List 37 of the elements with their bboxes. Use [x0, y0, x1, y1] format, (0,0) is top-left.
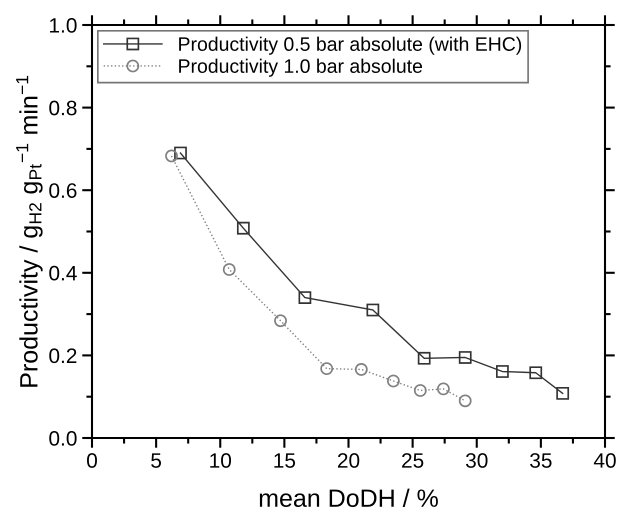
point [320, 362, 334, 376]
point [354, 363, 368, 376]
point [386, 374, 400, 388]
point [458, 351, 472, 364]
legend-label: Productivity 0.5 bar absolute (with EHC) [179, 36, 522, 55]
point [174, 146, 187, 160]
point [298, 291, 312, 304]
y-tick-label: 0.6 [49, 183, 77, 198]
y-tick-label: 0.4 [49, 266, 77, 281]
x-tick-label: 10 [210, 453, 232, 468]
point [366, 304, 380, 316]
x-tick-label: 15 [274, 453, 296, 468]
point [529, 366, 542, 380]
x-tick-label: 5 [151, 453, 162, 468]
point [236, 222, 250, 235]
y-tick-label: 1.0 [50, 18, 77, 33]
x-tick-label: 20 [338, 453, 360, 468]
y-tick-label: 0.2 [49, 348, 76, 364]
point [556, 387, 570, 400]
point [458, 394, 472, 408]
point [418, 352, 431, 365]
x-axis-title: mean DoDH / % [260, 488, 438, 508]
x-tick-label: 35 [530, 453, 552, 468]
y-axis-title: Productivity / g$_{H2}$ g$_{Pt}$$^{−1}$ min$^{−1}$ [16, 76, 43, 387]
point [222, 263, 236, 276]
x-tick-label: 30 [466, 453, 488, 468]
point [165, 150, 178, 162]
y-tick-label: 0.8 [49, 100, 77, 116]
point [496, 365, 509, 378]
y-tick-label: 0.0 [49, 431, 77, 446]
point [437, 382, 450, 396]
point [414, 384, 427, 397]
point [274, 314, 287, 328]
x-tick-label: 40 [594, 453, 616, 468]
x-tick-label: 25 [402, 453, 424, 468]
x-tick-label: 0 [87, 453, 97, 468]
legend-label: Productivity 1.0 bar absolute [179, 58, 422, 77]
